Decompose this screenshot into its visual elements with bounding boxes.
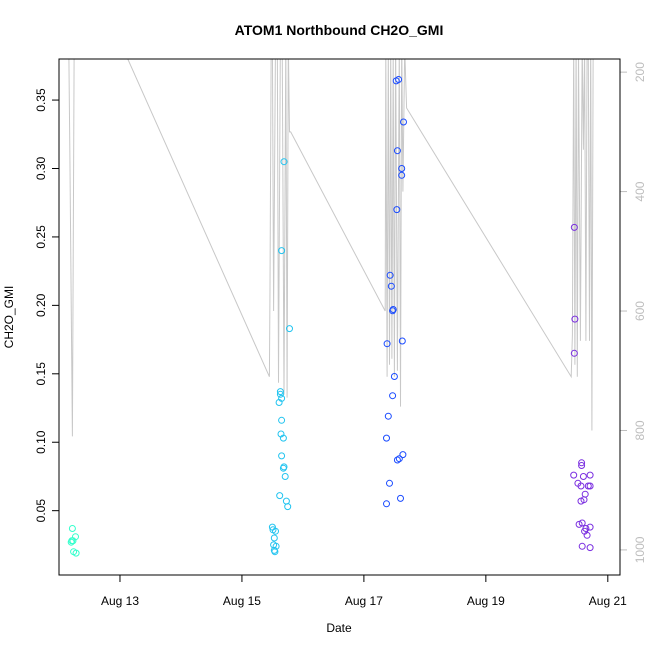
data-point <box>398 337 406 345</box>
data-point <box>571 315 579 323</box>
data-point <box>577 497 585 505</box>
x-tick-label: Aug 21 <box>589 594 627 608</box>
data-point <box>271 548 279 556</box>
y-tick-label: 0.20 <box>34 293 48 317</box>
data-point <box>399 451 407 459</box>
chart-title: ATOM1 Northbound CH2O_GMI <box>235 22 444 38</box>
y-axis-label: CH2O_GMI <box>2 286 16 349</box>
right-tick-label: 800 <box>633 420 647 440</box>
data-point <box>67 538 75 546</box>
right-tick-label: 400 <box>633 181 647 201</box>
right-tick-label: 1000 <box>633 536 647 563</box>
y-tick-label: 0.35 <box>34 88 48 112</box>
data-point <box>278 416 286 424</box>
data-point <box>383 500 390 508</box>
y-tick-label: 0.15 <box>34 362 48 386</box>
y-tick-label: 0.05 <box>34 499 48 523</box>
y-tick-label: 0.30 <box>34 156 48 180</box>
data-point <box>286 325 293 333</box>
data-point <box>398 171 406 179</box>
flight-track-line-layer <box>68 59 594 437</box>
data-point <box>383 340 391 348</box>
data-point <box>389 307 397 315</box>
data-point <box>389 392 397 400</box>
data-point <box>280 158 288 166</box>
data-point <box>386 271 394 279</box>
y-tick-label: 0.25 <box>34 225 48 249</box>
data-point <box>68 525 76 532</box>
data-point <box>276 388 284 396</box>
data-point <box>575 520 583 528</box>
data-point <box>400 118 407 126</box>
data-point <box>275 399 283 406</box>
data-point <box>570 223 578 231</box>
x-tick-label: Aug 17 <box>345 594 383 608</box>
data-point <box>69 537 77 545</box>
series-4 <box>570 223 594 552</box>
data-point <box>570 349 578 357</box>
data-point <box>393 206 401 214</box>
data-point <box>72 549 80 557</box>
data-point <box>393 147 401 155</box>
x-axis-label: Date <box>326 621 352 635</box>
data-point <box>578 542 586 550</box>
flight-track-line <box>68 59 594 437</box>
data-point <box>586 471 594 479</box>
data-point <box>386 479 393 487</box>
data-point <box>390 373 398 380</box>
right-tick-label: 200 <box>633 62 647 82</box>
data-point <box>278 452 286 460</box>
data-point <box>578 462 586 469</box>
series-2 <box>268 158 293 556</box>
data-point <box>570 471 578 479</box>
data-point <box>277 430 285 438</box>
data-point <box>276 492 284 500</box>
data-point <box>586 482 594 490</box>
data-point <box>579 473 587 480</box>
data-point <box>398 165 406 172</box>
data-point <box>384 412 392 420</box>
x-tick-label: Aug 15 <box>223 594 261 608</box>
data-point <box>392 77 400 85</box>
data-point <box>578 459 586 467</box>
plot-frame <box>58 58 621 576</box>
data-point <box>383 434 390 442</box>
series-3 <box>383 76 407 508</box>
data-point <box>586 523 594 531</box>
data-point <box>281 473 289 480</box>
data-point <box>397 494 404 502</box>
data-point <box>276 390 284 398</box>
data-point <box>577 482 585 490</box>
data-point <box>272 527 279 535</box>
data-point <box>583 531 591 539</box>
right-tick-label: 600 <box>633 301 647 321</box>
y-tick-label: 0.10 <box>34 430 48 454</box>
data-point <box>270 534 278 542</box>
data-point <box>395 455 403 463</box>
data-point <box>284 503 292 511</box>
data-point <box>278 247 286 255</box>
data-point <box>387 282 395 290</box>
x-tick-label: Aug 13 <box>101 594 139 608</box>
data-point-layer <box>67 76 594 557</box>
x-tick-label: Aug 19 <box>467 594 505 608</box>
data-point <box>586 544 594 552</box>
data-point <box>393 456 401 464</box>
series-1 <box>67 525 80 557</box>
data-point <box>280 463 288 471</box>
